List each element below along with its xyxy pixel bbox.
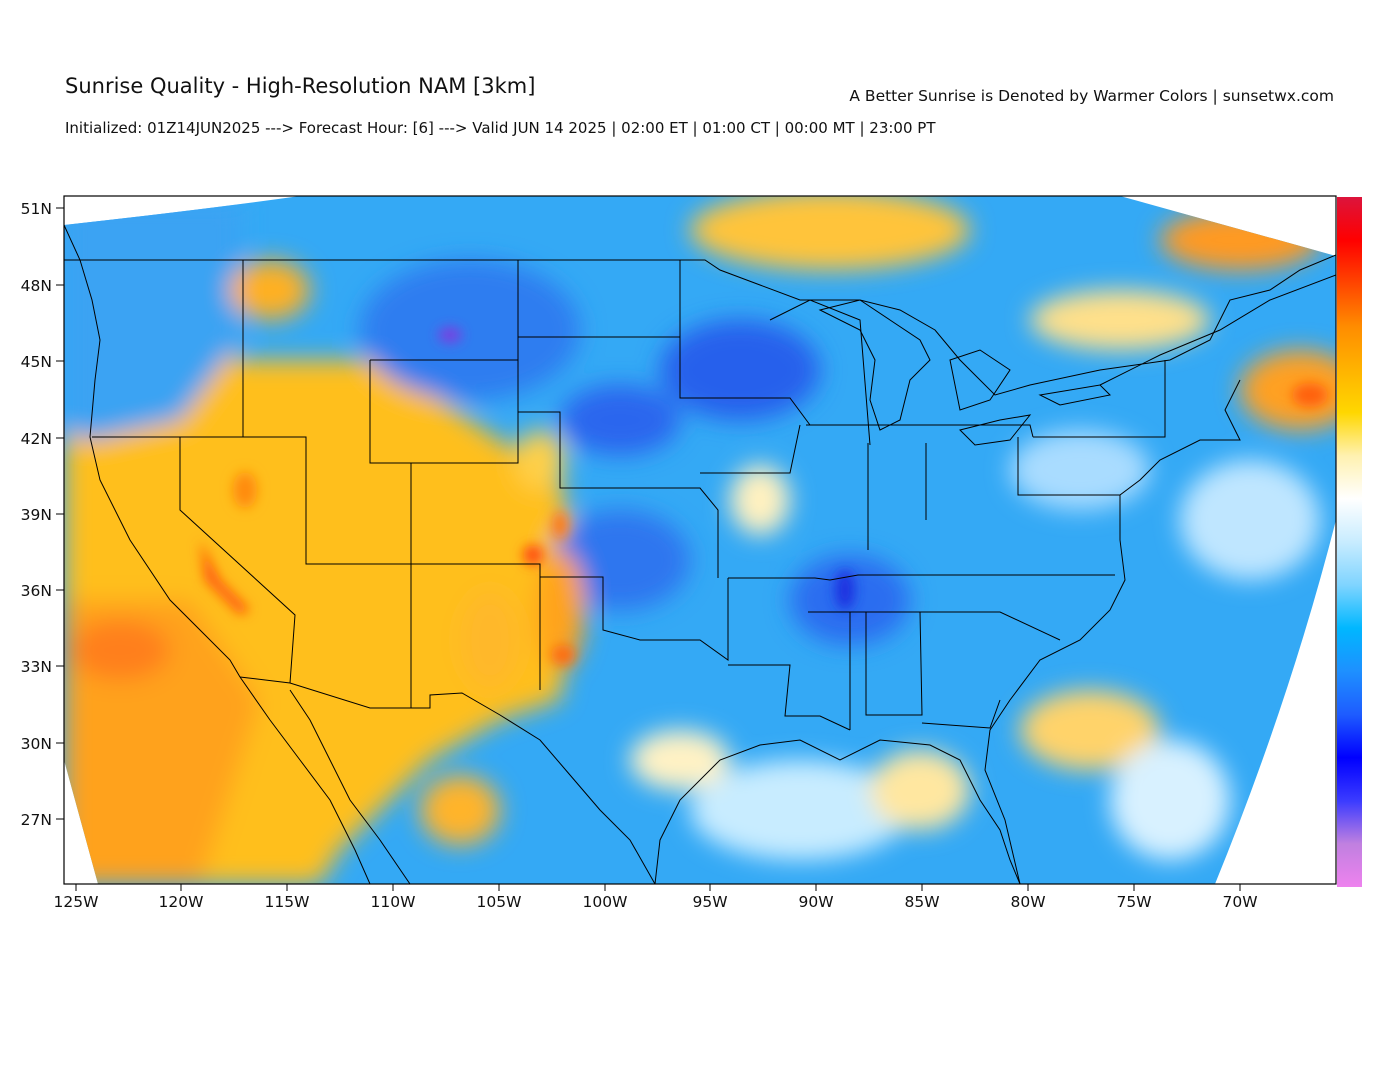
lon-axis [75,884,1241,891]
baja-coast [239,676,411,884]
map-tagline: A Better Sunrise is Denoted by Warmer Co… [849,87,1334,105]
lat-label-39n: 39N [21,506,52,524]
lat-label-51n: 51N [21,200,52,218]
atlantic-coast [984,379,1241,884]
gulf-coast [654,739,1021,884]
lon-labels: 125W 120W 115W 110W 105W 100W 95W 90W 85… [54,893,1258,911]
lat-label-30n: 30N [21,735,52,753]
map-area [64,196,1336,884]
lon-label-105w: 105W [477,893,522,911]
lon-label-85w: 85W [904,893,939,911]
us-mexico-border [239,676,656,884]
field-color-patches [64,196,1336,884]
lat-label-48n: 48N [21,277,52,295]
lon-label-110w: 110W [371,893,416,911]
lon-label-125w: 125W [54,893,99,911]
political-borders [64,224,1336,884]
field-hot-spots [200,327,1328,665]
lat-label-36n: 36N [21,582,52,600]
state-lines [92,260,1166,731]
lon-label-75w: 75W [1116,893,1151,911]
canada-border [64,254,1336,396]
lon-label-70w: 70W [1222,893,1257,911]
lat-label-33n: 33N [21,658,52,676]
colorbar [1337,197,1362,887]
map-frame [63,195,1337,885]
great-lakes [818,299,1112,446]
lon-label-90w: 90W [798,893,833,911]
lon-label-100w: 100W [583,893,628,911]
map-title: Sunrise Quality - High-Resolution NAM [3… [65,74,536,98]
lat-label-45n: 45N [21,353,52,371]
lon-label-120w: 120W [159,893,204,911]
lat-axis [56,207,64,820]
forecast-field [64,196,1336,884]
lon-label-80w: 80W [1010,893,1045,911]
lat-label-42n: 42N [21,430,52,448]
lat-labels: 51N 48N 45N 42N 39N 36N 33N 30N 27N [21,200,52,829]
lat-label-27n: 27N [21,811,52,829]
lon-label-115w: 115W [265,893,310,911]
lon-label-95w: 95W [692,893,727,911]
st-lawrence [1099,274,1336,386]
coastline-west [64,224,241,678]
map-subtitle: Initialized: 01Z14JUN2025 ---> Forecast … [65,119,936,137]
